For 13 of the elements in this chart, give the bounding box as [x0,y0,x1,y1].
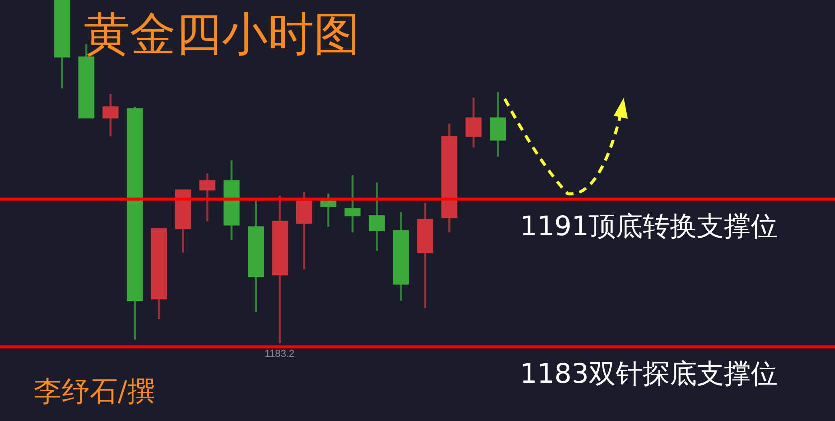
candlestick [490,91,506,158]
ref-line-label: 1183双针探底支撑位 [520,359,778,390]
candlestick [102,93,119,138]
candlestick [296,191,312,271]
candlestick [369,182,385,252]
candlestick [320,192,337,228]
candlestick [344,174,361,234]
annotation: 1183.2 [264,349,296,360]
ref-line-label: 1191顶底转换支撑位 [520,211,778,242]
candlestick [200,172,216,223]
chart-title: 黄金四小时图 [84,6,360,63]
candlestick [466,96,482,149]
annotation: 李纾石/撰 [34,374,156,410]
